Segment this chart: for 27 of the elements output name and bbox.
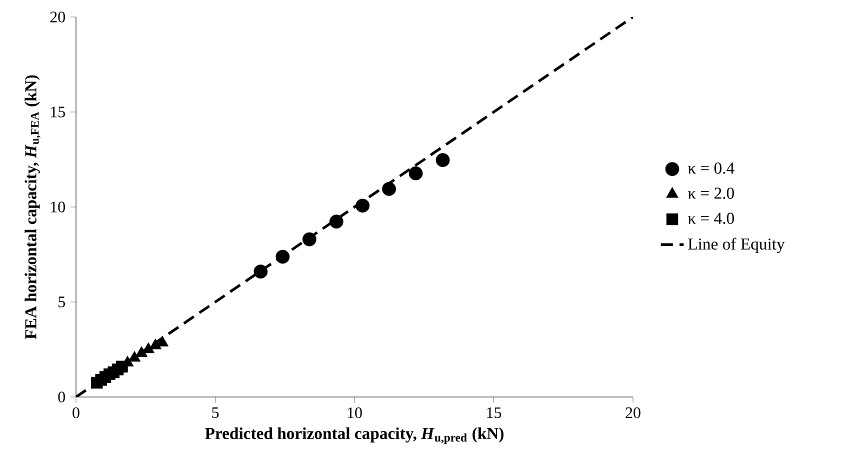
point bbox=[329, 214, 344, 229]
x-axis-title: Predicted horizontal capacity, H$_{u,pred}$ (kN) bbox=[205, 427, 504, 444]
point bbox=[356, 198, 370, 213]
x-tick-label: 10 bbox=[348, 407, 362, 418]
point bbox=[276, 250, 290, 264]
point bbox=[382, 182, 396, 196]
y-tick-label: 15 bbox=[51, 106, 65, 118]
y-tick-label: 5 bbox=[58, 296, 65, 308]
point bbox=[302, 232, 316, 246]
legend-label: κ = 0.4 bbox=[688, 162, 734, 174]
y-tick-label: 0 bbox=[58, 392, 65, 402]
point bbox=[408, 166, 423, 180]
x-tick-label: 0 bbox=[72, 407, 80, 418]
x-tick-label: 15 bbox=[487, 407, 502, 418]
x-tick-label: 20 bbox=[626, 407, 640, 418]
legend-label: κ = 4.0 bbox=[688, 212, 734, 224]
legend-label: Line of Equity bbox=[688, 238, 785, 254]
y-tick-label: 10 bbox=[51, 202, 65, 212]
point bbox=[116, 360, 128, 372]
point bbox=[254, 264, 268, 279]
y-axis-title: FEA horizontal capacity, H$_{u,FEA}$ (kN) bbox=[24, 75, 40, 340]
x-tick-label: 5 bbox=[212, 407, 219, 418]
point bbox=[436, 153, 450, 167]
point bbox=[135, 346, 148, 357]
legend-label: κ = 2.0 bbox=[688, 188, 734, 199]
point bbox=[128, 351, 141, 362]
y-tick-label: 20 bbox=[50, 12, 65, 22]
